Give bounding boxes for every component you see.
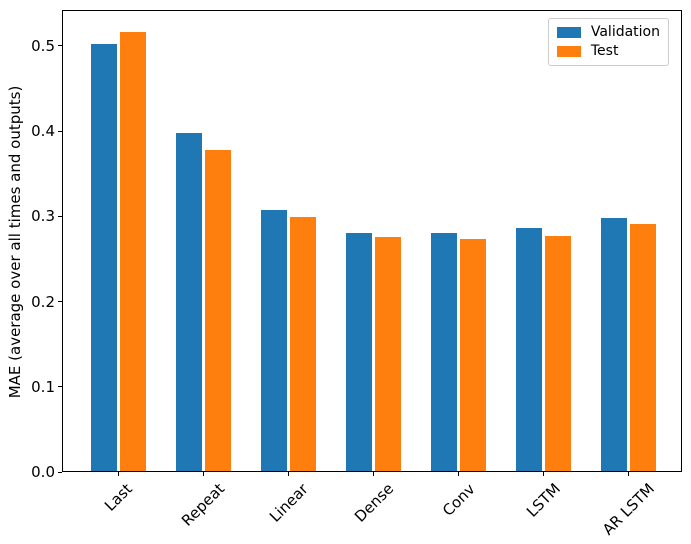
bar-validation-dense	[345, 233, 373, 471]
bar-validation-lstm	[515, 228, 543, 471]
bar-group-conv	[430, 233, 487, 471]
y-tick-mark-0.3	[58, 215, 62, 217]
x-tick-mark-ar-lstm	[628, 472, 630, 476]
bar-test-conv	[459, 239, 487, 471]
y-tick-label-0.4: 0.4	[31, 122, 55, 141]
x-tick-mark-conv	[458, 472, 460, 476]
x-tick-label-conv: Conv	[438, 479, 479, 520]
bar-validation-conv	[430, 233, 458, 471]
bar-group-linear	[260, 210, 317, 471]
bar-test-repeat	[204, 150, 232, 471]
x-tick-mark-dense	[373, 472, 375, 476]
bar-test-dense	[374, 236, 402, 471]
y-tick-label-0.5: 0.5	[31, 36, 55, 55]
y-tick-mark-0.4	[58, 130, 62, 132]
y-tick-mark-0.2	[58, 301, 62, 303]
x-tick-mark-lstm	[543, 472, 545, 476]
legend-label-validation: Validation	[590, 24, 660, 40]
bar-group-dense	[345, 233, 402, 471]
bar-test-linear	[289, 217, 317, 471]
legend-label-test: Test	[590, 43, 619, 59]
x-tick-mark-linear	[288, 472, 290, 476]
x-tick-mark-last	[118, 472, 120, 476]
bar-group-ar-lstm	[600, 218, 657, 471]
legend-item-test: Test	[556, 43, 660, 59]
legend-swatch-validation	[556, 27, 581, 38]
legend-swatch-test	[556, 46, 581, 57]
y-tick-label-0.2: 0.2	[31, 292, 55, 311]
bar-group-lstm	[515, 228, 572, 471]
y-tick-mark-0.0	[58, 471, 62, 473]
legend: Validation Test	[547, 18, 669, 66]
x-tick-label-linear: Linear	[265, 480, 312, 526]
x-tick-label-repeat: Repeat	[178, 480, 229, 531]
x-tick-label-last: Last	[101, 479, 137, 515]
y-tick-label-0.3: 0.3	[31, 207, 55, 226]
y-tick-mark-0.5	[58, 45, 62, 47]
plot-area	[62, 10, 682, 472]
y-tick-label-0.0: 0.0	[31, 463, 55, 481]
bar-validation-linear	[260, 210, 288, 471]
bar-validation-last	[90, 44, 118, 471]
legend-item-validation: Validation	[556, 24, 660, 40]
bar-group-last	[90, 32, 147, 471]
y-tick-mark-0.1	[58, 386, 62, 388]
bar-group-repeat	[175, 133, 232, 471]
x-tick-label-ar-lstm: AR LSTM	[599, 479, 659, 539]
bar-test-ar-lstm	[629, 224, 657, 471]
bar-test-lstm	[544, 235, 572, 471]
bar-validation-ar-lstm	[600, 218, 628, 471]
bar-validation-repeat	[175, 133, 203, 471]
x-tick-label-lstm: LSTM	[523, 479, 565, 521]
x-tick-mark-repeat	[203, 472, 205, 476]
y-tick-label-0.1: 0.1	[31, 377, 55, 396]
x-tick-label-dense: Dense	[350, 479, 397, 526]
bar-test-last	[119, 32, 147, 471]
